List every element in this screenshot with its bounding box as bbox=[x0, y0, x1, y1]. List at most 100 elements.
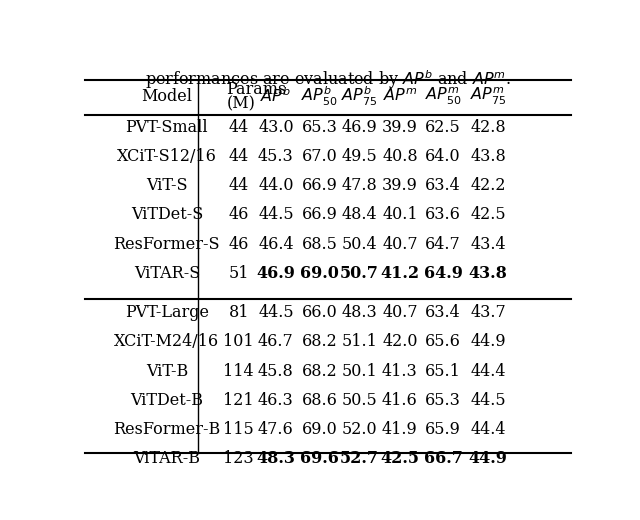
Text: 52.0: 52.0 bbox=[341, 421, 377, 438]
Text: 114: 114 bbox=[223, 362, 254, 380]
Text: performances are evaluated by $AP^b$ and $AP^m$.: performances are evaluated by $AP^b$ and… bbox=[145, 69, 511, 91]
Text: 47.8: 47.8 bbox=[341, 177, 377, 194]
Text: 45.8: 45.8 bbox=[258, 362, 294, 380]
Text: 46.3: 46.3 bbox=[258, 392, 294, 409]
Text: 51: 51 bbox=[228, 265, 249, 282]
Text: 51.1: 51.1 bbox=[341, 333, 377, 350]
Text: 43.7: 43.7 bbox=[470, 304, 506, 321]
Text: 50.1: 50.1 bbox=[341, 362, 377, 380]
Text: ViTDet-B: ViTDet-B bbox=[131, 392, 204, 409]
Text: PVT-Small: PVT-Small bbox=[125, 119, 208, 136]
Text: ViTDet-S: ViTDet-S bbox=[131, 206, 203, 224]
Text: 41.9: 41.9 bbox=[382, 421, 418, 438]
Text: 101: 101 bbox=[223, 333, 254, 350]
Text: 63.6: 63.6 bbox=[425, 206, 461, 224]
Text: 39.9: 39.9 bbox=[382, 177, 418, 194]
Text: ResFormer-B: ResFormer-B bbox=[113, 421, 220, 438]
Text: 44.0: 44.0 bbox=[258, 177, 294, 194]
Text: 42.5: 42.5 bbox=[470, 206, 506, 224]
Text: 50.5: 50.5 bbox=[341, 392, 377, 409]
Text: 68.6: 68.6 bbox=[301, 392, 337, 409]
Text: Model: Model bbox=[141, 88, 192, 105]
Text: 63.4: 63.4 bbox=[425, 304, 461, 321]
Text: 44.5: 44.5 bbox=[470, 392, 506, 409]
Text: 41.3: 41.3 bbox=[382, 362, 418, 380]
Text: 40.7: 40.7 bbox=[382, 304, 418, 321]
Text: 49.5: 49.5 bbox=[341, 148, 377, 165]
Text: $AP^m_{50}$: $AP^m_{50}$ bbox=[424, 86, 461, 107]
Text: 44.4: 44.4 bbox=[470, 421, 506, 438]
Text: PVT-Large: PVT-Large bbox=[125, 304, 209, 321]
Text: 63.4: 63.4 bbox=[425, 177, 461, 194]
Text: ViT-S: ViT-S bbox=[146, 177, 188, 194]
Text: 64.0: 64.0 bbox=[425, 148, 461, 165]
Text: ResFormer-S: ResFormer-S bbox=[113, 236, 220, 253]
Text: 41.2: 41.2 bbox=[380, 265, 419, 282]
Text: ViT-B: ViT-B bbox=[146, 362, 188, 380]
Text: ViTAR-S: ViTAR-S bbox=[134, 265, 200, 282]
Text: 43.8: 43.8 bbox=[470, 148, 506, 165]
Text: 40.8: 40.8 bbox=[382, 148, 418, 165]
Text: 62.5: 62.5 bbox=[425, 119, 461, 136]
Text: 65.3: 65.3 bbox=[425, 392, 461, 409]
Text: 50.4: 50.4 bbox=[341, 236, 377, 253]
Text: 43.8: 43.8 bbox=[468, 265, 508, 282]
Text: 68.2: 68.2 bbox=[301, 333, 337, 350]
Text: ViTAR-B: ViTAR-B bbox=[133, 450, 200, 467]
Text: 66.9: 66.9 bbox=[301, 206, 337, 224]
Text: 44.5: 44.5 bbox=[258, 304, 294, 321]
Text: XCiT-S12/16: XCiT-S12/16 bbox=[117, 148, 217, 165]
Text: 45.3: 45.3 bbox=[258, 148, 294, 165]
Text: $AP^b_{75}$: $AP^b_{75}$ bbox=[341, 85, 378, 108]
Text: $AP^m$: $AP^m$ bbox=[383, 88, 417, 105]
Text: 42.5: 42.5 bbox=[380, 450, 419, 467]
Text: 48.3: 48.3 bbox=[341, 304, 377, 321]
Text: 121: 121 bbox=[223, 392, 254, 409]
Text: 46.9: 46.9 bbox=[341, 119, 377, 136]
Text: 65.6: 65.6 bbox=[425, 333, 461, 350]
Text: 39.9: 39.9 bbox=[382, 119, 418, 136]
Text: $AP^b$: $AP^b$ bbox=[260, 87, 291, 106]
Text: 46.4: 46.4 bbox=[258, 236, 294, 253]
Text: 42.0: 42.0 bbox=[382, 333, 418, 350]
Text: 52.7: 52.7 bbox=[340, 450, 379, 467]
Text: 65.9: 65.9 bbox=[425, 421, 461, 438]
Text: 123: 123 bbox=[223, 450, 254, 467]
Text: 81: 81 bbox=[228, 304, 249, 321]
Text: 47.6: 47.6 bbox=[258, 421, 294, 438]
Text: 46.7: 46.7 bbox=[258, 333, 294, 350]
Text: 40.1: 40.1 bbox=[382, 206, 418, 224]
Text: 65.3: 65.3 bbox=[301, 119, 337, 136]
Text: 66.7: 66.7 bbox=[424, 450, 463, 467]
Text: 66.9: 66.9 bbox=[301, 177, 337, 194]
Text: 48.4: 48.4 bbox=[341, 206, 377, 224]
Text: 46: 46 bbox=[228, 206, 249, 224]
Text: 44.4: 44.4 bbox=[470, 362, 506, 380]
Text: 41.6: 41.6 bbox=[382, 392, 418, 409]
Text: 68.2: 68.2 bbox=[301, 362, 337, 380]
Text: 40.7: 40.7 bbox=[382, 236, 418, 253]
Text: 42.8: 42.8 bbox=[470, 119, 506, 136]
Text: $AP^b_{50}$: $AP^b_{50}$ bbox=[301, 85, 338, 108]
Text: 67.0: 67.0 bbox=[301, 148, 337, 165]
Text: $AP^m_{75}$: $AP^m_{75}$ bbox=[470, 86, 506, 107]
Text: 44: 44 bbox=[228, 119, 249, 136]
Text: 46: 46 bbox=[228, 236, 249, 253]
Text: XCiT-M24/16: XCiT-M24/16 bbox=[114, 333, 220, 350]
Text: 50.7: 50.7 bbox=[340, 265, 379, 282]
Text: 44.9: 44.9 bbox=[470, 333, 506, 350]
Text: 69.0: 69.0 bbox=[300, 265, 339, 282]
Text: 44: 44 bbox=[228, 148, 249, 165]
Text: 48.3: 48.3 bbox=[257, 450, 295, 467]
Text: 42.2: 42.2 bbox=[470, 177, 506, 194]
Text: 68.5: 68.5 bbox=[301, 236, 337, 253]
Text: 115: 115 bbox=[223, 421, 254, 438]
Text: 43.0: 43.0 bbox=[258, 119, 294, 136]
Text: 64.9: 64.9 bbox=[424, 265, 463, 282]
Text: 44.5: 44.5 bbox=[258, 206, 294, 224]
Text: Params: Params bbox=[227, 81, 287, 98]
Text: 46.9: 46.9 bbox=[257, 265, 295, 282]
Text: 65.1: 65.1 bbox=[425, 362, 461, 380]
Text: (M): (M) bbox=[227, 95, 255, 112]
Text: 69.6: 69.6 bbox=[300, 450, 339, 467]
